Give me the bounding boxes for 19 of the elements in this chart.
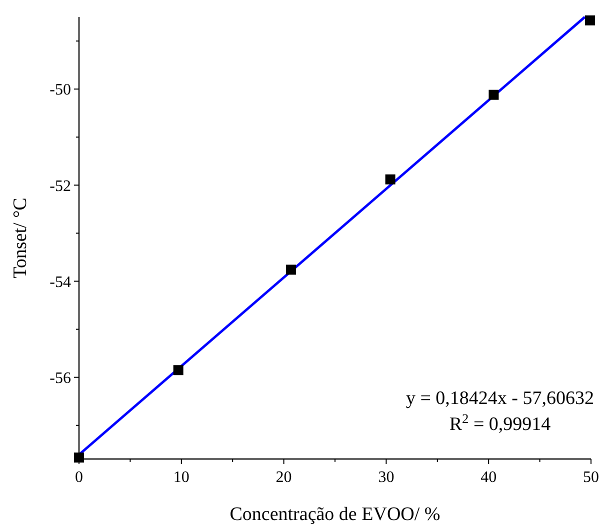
point: [286, 264, 296, 275]
annotation: y = 0,18424x - 57,60632: [406, 388, 594, 409]
point: [385, 174, 396, 184]
x-tick-label: 50: [583, 469, 599, 486]
point: [584, 15, 595, 26]
y-tick-label: -50: [50, 82, 71, 99]
point: [488, 90, 499, 100]
x-axis-title: Concentração de EVOO/ %: [230, 504, 440, 525]
x-tick-label: 40: [480, 469, 497, 486]
y-tick-label: -56: [50, 370, 71, 387]
x-tick-label: 10: [173, 469, 190, 486]
y-tick-label: -52: [50, 178, 71, 195]
y-tick-label: -54: [50, 274, 71, 291]
annotation: R$^{2}$ = 0,99914: [449, 410, 552, 435]
y-axis-title: Tonset/ °C: [10, 198, 31, 278]
x-tick-label: 30: [378, 469, 394, 486]
point: [173, 365, 184, 376]
x-tick-label: 0: [75, 469, 83, 486]
x-tick-label: 20: [276, 469, 292, 486]
